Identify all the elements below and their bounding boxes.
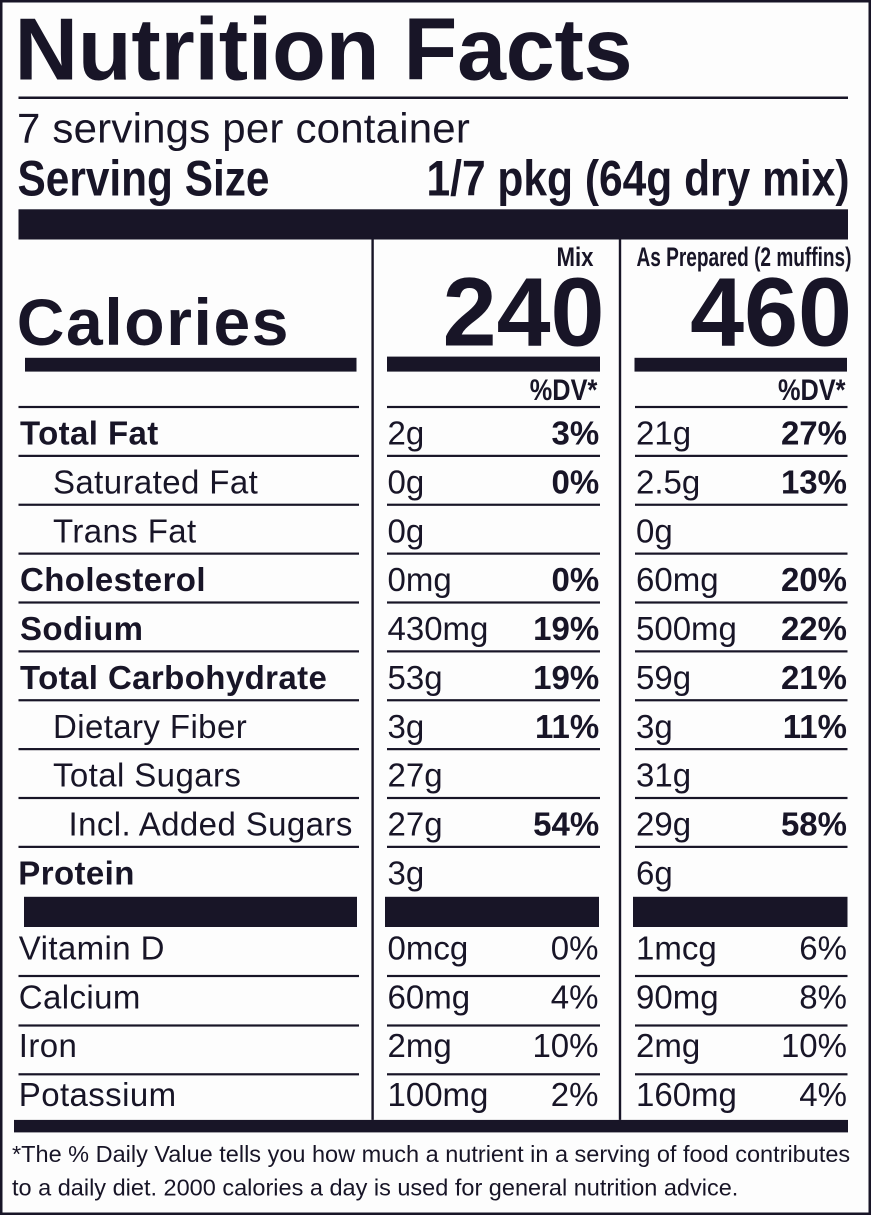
svg-text:Total Fat: Total Fat (20, 415, 159, 452)
svg-text:90mg: 90mg (636, 978, 719, 1015)
svg-text:4%: 4% (799, 1076, 847, 1113)
svg-text:0mcg: 0mcg (388, 929, 469, 966)
svg-text:6%: 6% (799, 929, 847, 966)
svg-text:%DV*: %DV* (778, 374, 846, 407)
svg-text:240: 240 (443, 257, 605, 366)
svg-text:Calcium: Calcium (19, 978, 141, 1015)
svg-text:Cholesterol: Cholesterol (20, 561, 206, 598)
svg-text:0mg: 0mg (388, 561, 452, 598)
svg-text:As Prepared (2 muffins): As Prepared (2 muffins) (637, 242, 852, 272)
svg-text:1mcg: 1mcg (636, 929, 717, 966)
svg-text:0g: 0g (388, 512, 425, 549)
svg-text:1/7 pkg (64g dry mix): 1/7 pkg (64g dry mix) (427, 151, 850, 207)
svg-text:2%: 2% (551, 1076, 599, 1113)
svg-text:%DV*: %DV* (530, 374, 598, 407)
svg-text:21%: 21% (781, 659, 847, 696)
svg-text:31g: 31g (636, 757, 691, 794)
svg-text:Trans Fat: Trans Fat (53, 512, 197, 549)
svg-text:11%: 11% (535, 708, 599, 745)
svg-text:Potassium: Potassium (19, 1076, 177, 1113)
svg-text:58%: 58% (781, 806, 847, 843)
svg-text:2g: 2g (388, 415, 425, 452)
svg-text:Serving Size: Serving Size (18, 151, 270, 207)
svg-text:59g: 59g (636, 659, 691, 696)
svg-text:10%: 10% (781, 1027, 847, 1064)
svg-text:to a daily diet. 2000 calories: to a daily diet. 2000 calories a day is … (12, 1175, 738, 1201)
svg-text:22%: 22% (781, 610, 847, 647)
svg-text:Vitamin D: Vitamin D (19, 929, 165, 966)
svg-text:60mg: 60mg (388, 978, 471, 1015)
svg-text:21g: 21g (636, 415, 691, 452)
svg-text:0%: 0% (551, 561, 599, 598)
svg-text:Incl. Added Sugars: Incl. Added Sugars (69, 806, 353, 843)
svg-text:160mg: 160mg (636, 1076, 737, 1113)
svg-text:500mg: 500mg (636, 610, 737, 647)
svg-text:3%: 3% (551, 415, 599, 452)
svg-text:*The % Daily Value tells you h: *The % Daily Value tells you how much a … (12, 1141, 850, 1167)
svg-text:27g: 27g (388, 757, 443, 794)
svg-text:54%: 54% (533, 806, 599, 843)
svg-text:460: 460 (690, 257, 852, 366)
svg-text:430mg: 430mg (388, 610, 489, 647)
svg-text:6g: 6g (636, 855, 673, 892)
svg-text:Nutrition Facts: Nutrition Facts (15, 0, 633, 99)
svg-text:4%: 4% (551, 978, 599, 1015)
svg-text:20%: 20% (781, 561, 847, 598)
svg-text:8%: 8% (799, 978, 847, 1015)
svg-text:19%: 19% (533, 610, 599, 647)
svg-text:Total Sugars: Total Sugars (53, 757, 241, 794)
svg-text:Calories: Calories (17, 285, 290, 359)
svg-text:3g: 3g (388, 855, 425, 892)
svg-text:0g: 0g (636, 512, 673, 549)
svg-text:27%: 27% (781, 415, 847, 452)
svg-text:11%: 11% (783, 708, 847, 745)
svg-text:Total Carbohydrate: Total Carbohydrate (20, 659, 327, 696)
svg-text:2.5g: 2.5g (636, 464, 700, 501)
svg-text:0%: 0% (551, 464, 599, 501)
svg-text:Protein: Protein (18, 855, 134, 892)
svg-text:2mg: 2mg (388, 1027, 452, 1064)
svg-text:Saturated Fat: Saturated Fat (53, 464, 258, 501)
svg-text:Iron: Iron (19, 1027, 77, 1064)
svg-text:Dietary Fiber: Dietary Fiber (53, 708, 247, 745)
svg-text:29g: 29g (636, 806, 691, 843)
svg-text:10%: 10% (532, 1027, 598, 1064)
svg-text:3g: 3g (388, 708, 425, 745)
svg-text:100mg: 100mg (388, 1076, 489, 1113)
svg-text:7 servings per container: 7 servings per container (17, 105, 470, 152)
svg-text:0g: 0g (388, 464, 425, 501)
svg-text:Mix: Mix (557, 242, 594, 272)
svg-text:0%: 0% (551, 929, 599, 966)
svg-text:Sodium: Sodium (20, 610, 143, 647)
svg-text:19%: 19% (533, 659, 599, 696)
svg-text:3g: 3g (636, 708, 673, 745)
svg-text:27g: 27g (388, 806, 443, 843)
svg-text:2mg: 2mg (636, 1027, 700, 1064)
svg-text:60mg: 60mg (636, 561, 719, 598)
svg-text:53g: 53g (388, 659, 443, 696)
svg-text:13%: 13% (781, 464, 847, 501)
